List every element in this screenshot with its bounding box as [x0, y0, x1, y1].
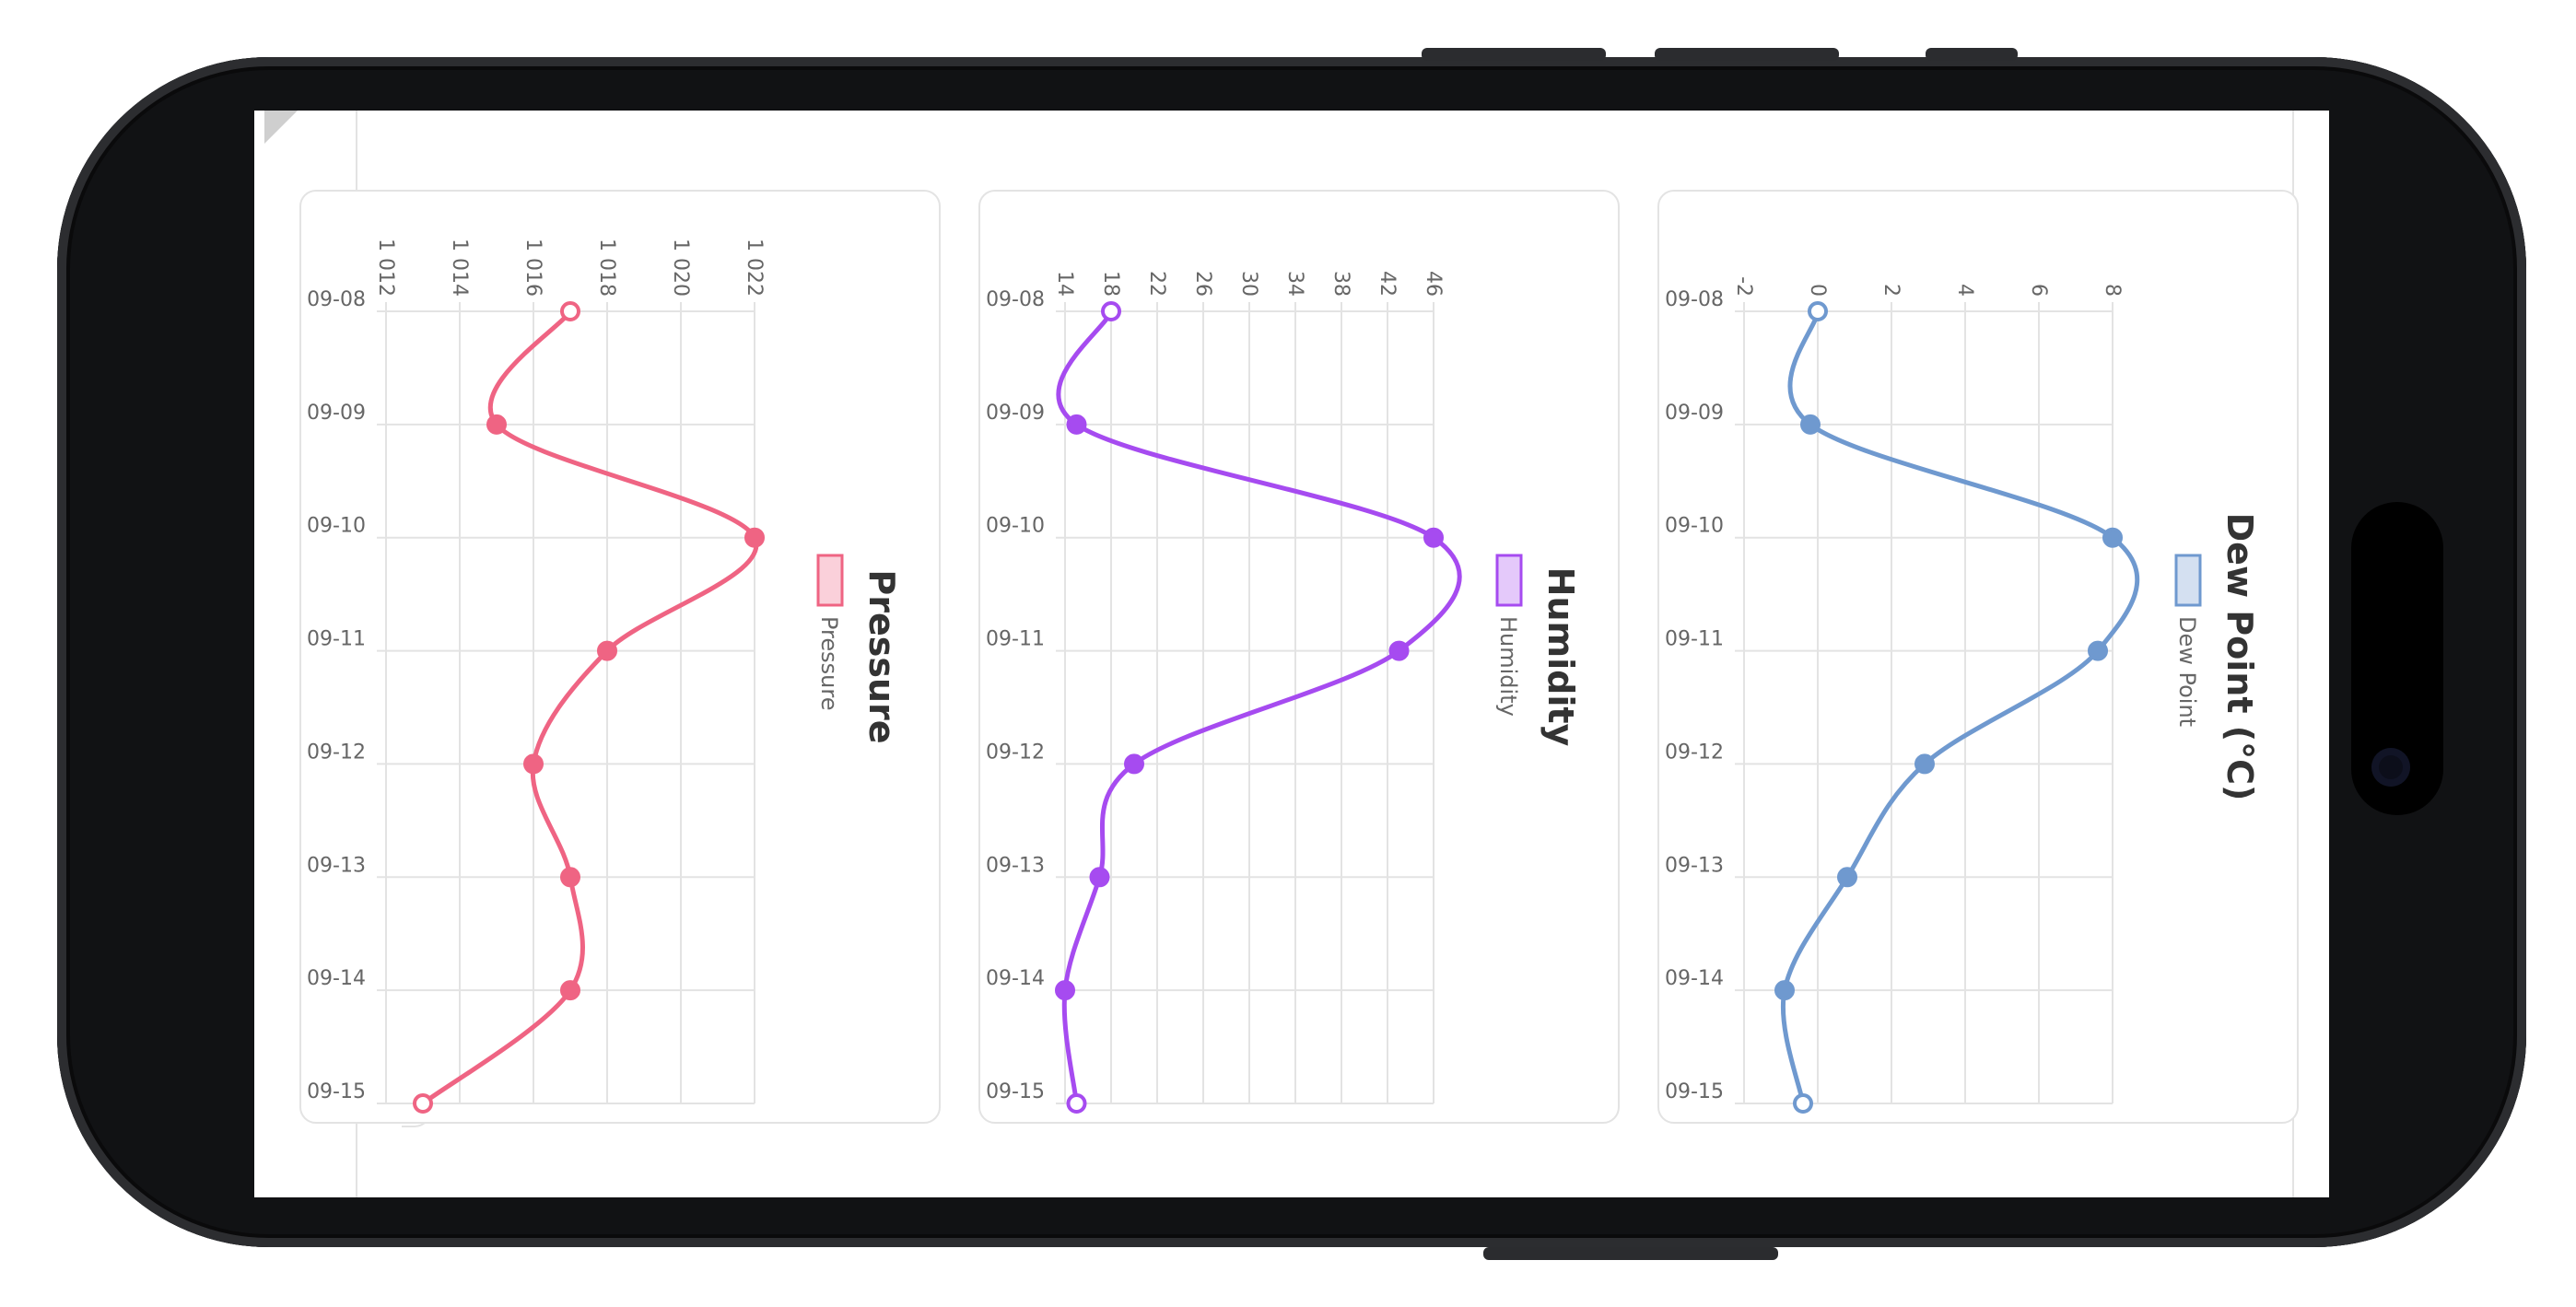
data-point [1423, 527, 1444, 548]
y-tick-label: 14 [1053, 271, 1076, 297]
side-button [1483, 1247, 1778, 1260]
x-tick-label: 09-12 [307, 741, 366, 764]
humidity-series-line [1056, 309, 1462, 1104]
legend-swatch [816, 554, 844, 607]
x-tick-label: 09-14 [1665, 967, 1724, 990]
y-tick-label: 0 [1806, 284, 1829, 297]
data-point [1837, 867, 1857, 888]
data-point [1066, 414, 1087, 435]
legend: Humidity [1495, 554, 1523, 717]
legend-label: Humidity [1495, 616, 1521, 717]
dew-point-chart: Dew Point -2 0 2 4 6 8 09-08 09-09 09-10 09-11 09-1… [1665, 276, 2202, 1114]
x-tick-label: 09-15 [986, 1080, 1045, 1103]
data-point [486, 414, 507, 435]
data-point [1089, 867, 1110, 888]
y-tick-label: 1 020 [669, 239, 692, 297]
y-tick-label: 1 016 [521, 239, 544, 297]
data-point [560, 301, 580, 321]
y-tick-label: 46 [1422, 271, 1445, 297]
x-tick-label: 09-13 [1665, 854, 1724, 877]
x-tick-label: 09-15 [307, 1080, 366, 1103]
data-point [1808, 301, 1828, 321]
screen: Dew Point (°C) Dew Point -2 0 2 4 6 8 09-08 09-0… [254, 111, 2329, 1197]
x-tick-label: 09-11 [986, 628, 1045, 651]
data-point [1124, 753, 1144, 775]
x-tick-label: 09-10 [986, 515, 1045, 538]
x-tick-label: 09-14 [986, 967, 1045, 990]
x-tick-label: 09-15 [1665, 1080, 1724, 1103]
y-tick-label: 42 [1376, 271, 1399, 297]
legend-label: Pressure [816, 616, 842, 710]
legend-label: Dew Point [2174, 616, 2200, 727]
x-tick-label: 09-12 [1665, 741, 1724, 764]
legend: Pressure [816, 554, 844, 710]
y-tick-label: 1 014 [448, 239, 471, 297]
x-tick-label: 09-13 [986, 854, 1045, 877]
x-tick-label: 09-09 [1665, 402, 1724, 425]
y-tick-label: 4 [1953, 284, 1976, 297]
x-tick-label: 09-08 [307, 288, 366, 311]
y-tick-label: 34 [1283, 271, 1306, 297]
data-point [560, 867, 580, 888]
data-point [2088, 640, 2108, 661]
legend-swatch [1495, 554, 1523, 607]
volume-down-button [1655, 48, 1839, 61]
data-point [523, 753, 544, 775]
x-tick-label: 09-11 [307, 628, 366, 651]
y-tick-label: 26 [1191, 271, 1214, 297]
x-tick-label: 09-10 [307, 515, 366, 538]
y-tick-label: -2 [1732, 276, 1755, 297]
data-point [560, 980, 580, 1001]
data-point [2102, 527, 2123, 548]
data-point [597, 640, 617, 661]
y-tick-label: 2 [1879, 284, 1903, 297]
y-tick-label: 1 018 [595, 239, 618, 297]
data-point [413, 1093, 433, 1114]
action-button [1926, 48, 2018, 61]
y-tick-label: 6 [2027, 284, 2050, 297]
y-tick-label: 1 022 [743, 239, 766, 297]
pressure-card: Pressure Pressure 1 012 1 014 1 016 1 018 1 0… [299, 190, 941, 1124]
x-tick-label: 09-09 [307, 402, 366, 425]
data-point [1793, 1093, 1813, 1114]
y-tick-label: 22 [1145, 271, 1168, 297]
volume-up-button [1422, 48, 1606, 61]
x-tick-label: 09-08 [986, 288, 1045, 311]
rotated-page: Dew Point (°C) Dew Point -2 0 2 4 6 8 09-08 09-0… [254, 111, 2329, 1197]
y-tick-label: 8 [2101, 284, 2124, 297]
legend-swatch [2174, 554, 2202, 607]
data-point [1066, 1093, 1087, 1114]
data-point [1388, 640, 1410, 661]
pressure-chart: Pressure 1 012 1 014 1 016 1 018 1 020 1 022 09… [307, 239, 844, 1114]
data-point [1800, 414, 1821, 435]
legend: Dew Point [2174, 554, 2202, 727]
x-tick-label: 09-10 [1665, 515, 1724, 538]
x-tick-label: 09-08 [1665, 288, 1724, 311]
x-tick-label: 09-09 [986, 402, 1045, 425]
data-point [1055, 980, 1075, 1001]
y-tick-label: 30 [1237, 271, 1260, 297]
y-tick-label: 38 [1329, 271, 1352, 297]
pressure-series-line [421, 309, 759, 1105]
humidity-chart: Humidity 14 18 22 26 30 34 38 42 46 09-08 09-09 09-1… [986, 271, 1523, 1114]
data-point [1774, 980, 1795, 1001]
x-tick-label: 09-14 [307, 967, 366, 990]
data-point [744, 527, 765, 548]
x-tick-label: 09-13 [307, 854, 366, 877]
data-point [1101, 301, 1121, 321]
dew-point-card: Dew Point (°C) Dew Point -2 0 2 4 6 8 09-08 09-0… [1657, 190, 2299, 1124]
data-point [1914, 753, 1935, 775]
y-tick-label: 18 [1099, 271, 1122, 297]
y-tick-label: 1 012 [374, 239, 397, 297]
x-tick-label: 09-11 [1665, 628, 1724, 651]
dew-point-series-line [1780, 310, 2140, 1104]
x-tick-label: 09-12 [986, 741, 1045, 764]
front-camera-icon [2371, 748, 2410, 787]
resize-handle-icon [264, 111, 298, 144]
humidity-card: Humidity Humidity 14 18 22 26 30 34 38 42 46 09-08… [978, 190, 1620, 1124]
